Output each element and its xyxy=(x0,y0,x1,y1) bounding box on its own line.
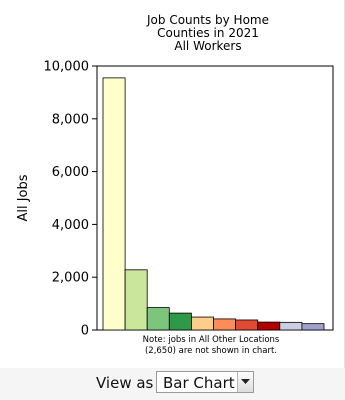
chart-title-line: Counties in 2021 xyxy=(157,26,259,40)
y-axis-label: All Jobs xyxy=(16,174,31,221)
chart-title-line: All Workers xyxy=(174,39,241,53)
dropdown-button[interactable] xyxy=(237,372,253,392)
y-tick-label: 0 xyxy=(81,324,89,339)
bars xyxy=(102,77,325,331)
view-select-value: Bar Chart xyxy=(163,374,235,392)
bar xyxy=(213,318,237,331)
view-selector-bar: View as Bar Chart xyxy=(0,368,345,400)
y-tick-label: 2,000 xyxy=(52,271,89,286)
bar xyxy=(190,316,214,331)
chart-panel: Job Counts by Home Counties in 2021 All Wo… xyxy=(16,0,345,368)
bar xyxy=(257,321,281,331)
chevron-down-icon xyxy=(241,379,250,384)
chart-note-line: Note: jobs in All Other Locations xyxy=(143,335,280,345)
bar xyxy=(279,321,303,331)
chart-note: Note: jobs in All Other Locations(2,650)… xyxy=(143,335,280,356)
y-tick-label: 10,000 xyxy=(44,60,90,75)
view-select[interactable]: Bar Chart xyxy=(156,371,254,393)
y-tick-label: 8,000 xyxy=(52,112,89,127)
chart-title-line: Job Counts by Home xyxy=(146,13,269,27)
bar xyxy=(168,312,192,331)
view-as-label: View as xyxy=(96,374,154,392)
bar xyxy=(235,319,259,331)
bar xyxy=(146,307,170,331)
y-axis: 0 2,000 4,000 6,000 8,000 10,000 xyxy=(44,60,97,339)
bar xyxy=(301,323,325,331)
y-tick-label: 6,000 xyxy=(52,165,89,180)
chart-note-line: (2,650) are not shown in chart. xyxy=(145,346,277,356)
y-tick-label: 4,000 xyxy=(52,218,89,233)
bar xyxy=(124,269,148,331)
bar xyxy=(102,77,126,331)
